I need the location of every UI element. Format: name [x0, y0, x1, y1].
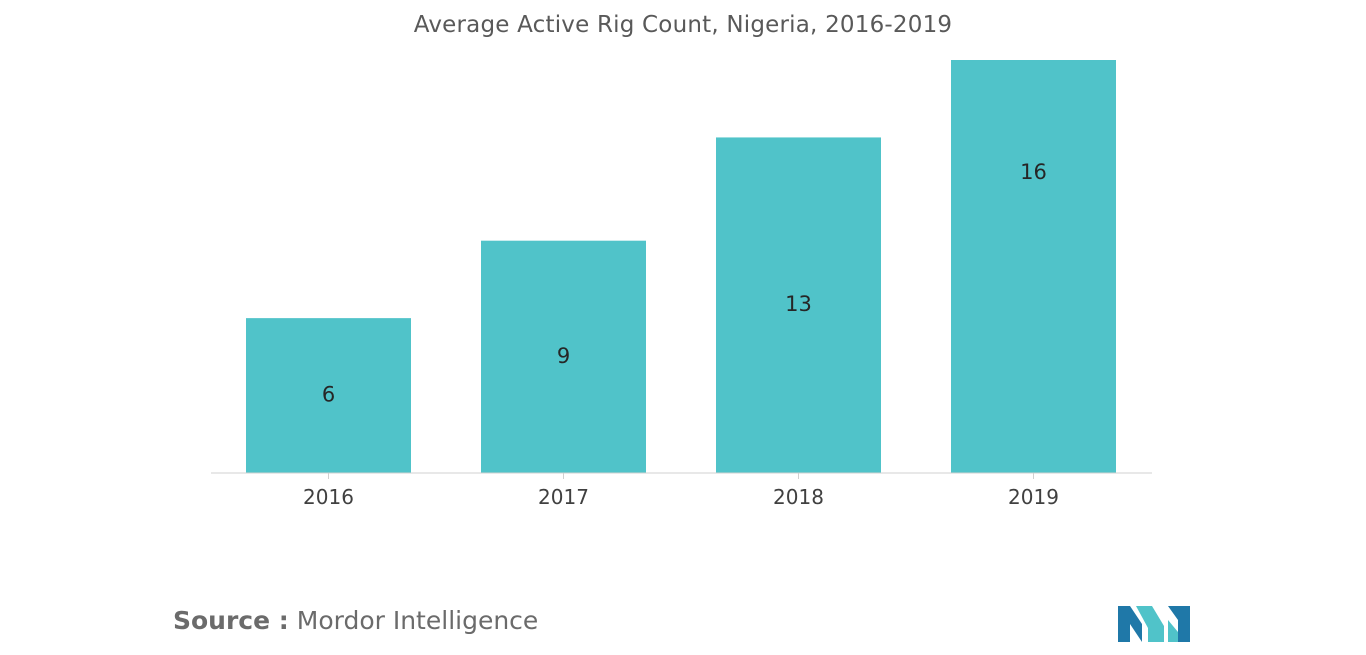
bar-2019 — [951, 60, 1116, 473]
x-tick-label-2019: 2019 — [1008, 485, 1059, 509]
bar-2018 — [716, 137, 881, 473]
data-label-2018: 13 — [785, 292, 812, 316]
x-ticks-group: 2016 2017 2018 2019 — [303, 473, 1059, 509]
source-value: Mordor Intelligence — [296, 606, 539, 635]
mordor-intelligence-logo-icon — [1118, 606, 1190, 642]
logo-shape-accent — [1168, 620, 1178, 642]
logo-shape-left — [1118, 606, 1142, 642]
x-tick-label-2017: 2017 — [538, 485, 589, 509]
data-label-2019: 16 — [1020, 160, 1047, 184]
bars-group — [246, 60, 1116, 473]
chart-title: Average Active Rig Count, Nigeria, 2016-… — [413, 12, 953, 38]
data-labels-group: 6 9 13 16 — [322, 160, 1047, 407]
x-tick-label-2018: 2018 — [773, 485, 824, 509]
source-note: Source : Mordor Intelligence — [173, 606, 538, 635]
source-label: Source : — [173, 606, 289, 635]
logo-shape-right — [1168, 606, 1190, 642]
bar-2017 — [481, 240, 646, 473]
bar-chart: 6 9 13 16 2016 2017 2018 2019 — [211, 60, 1152, 509]
data-label-2017: 9 — [557, 344, 570, 368]
bar-2016 — [246, 318, 411, 473]
logo-shape-mid — [1136, 606, 1164, 642]
data-label-2016: 6 — [322, 383, 335, 407]
x-tick-label-2016: 2016 — [303, 485, 354, 509]
